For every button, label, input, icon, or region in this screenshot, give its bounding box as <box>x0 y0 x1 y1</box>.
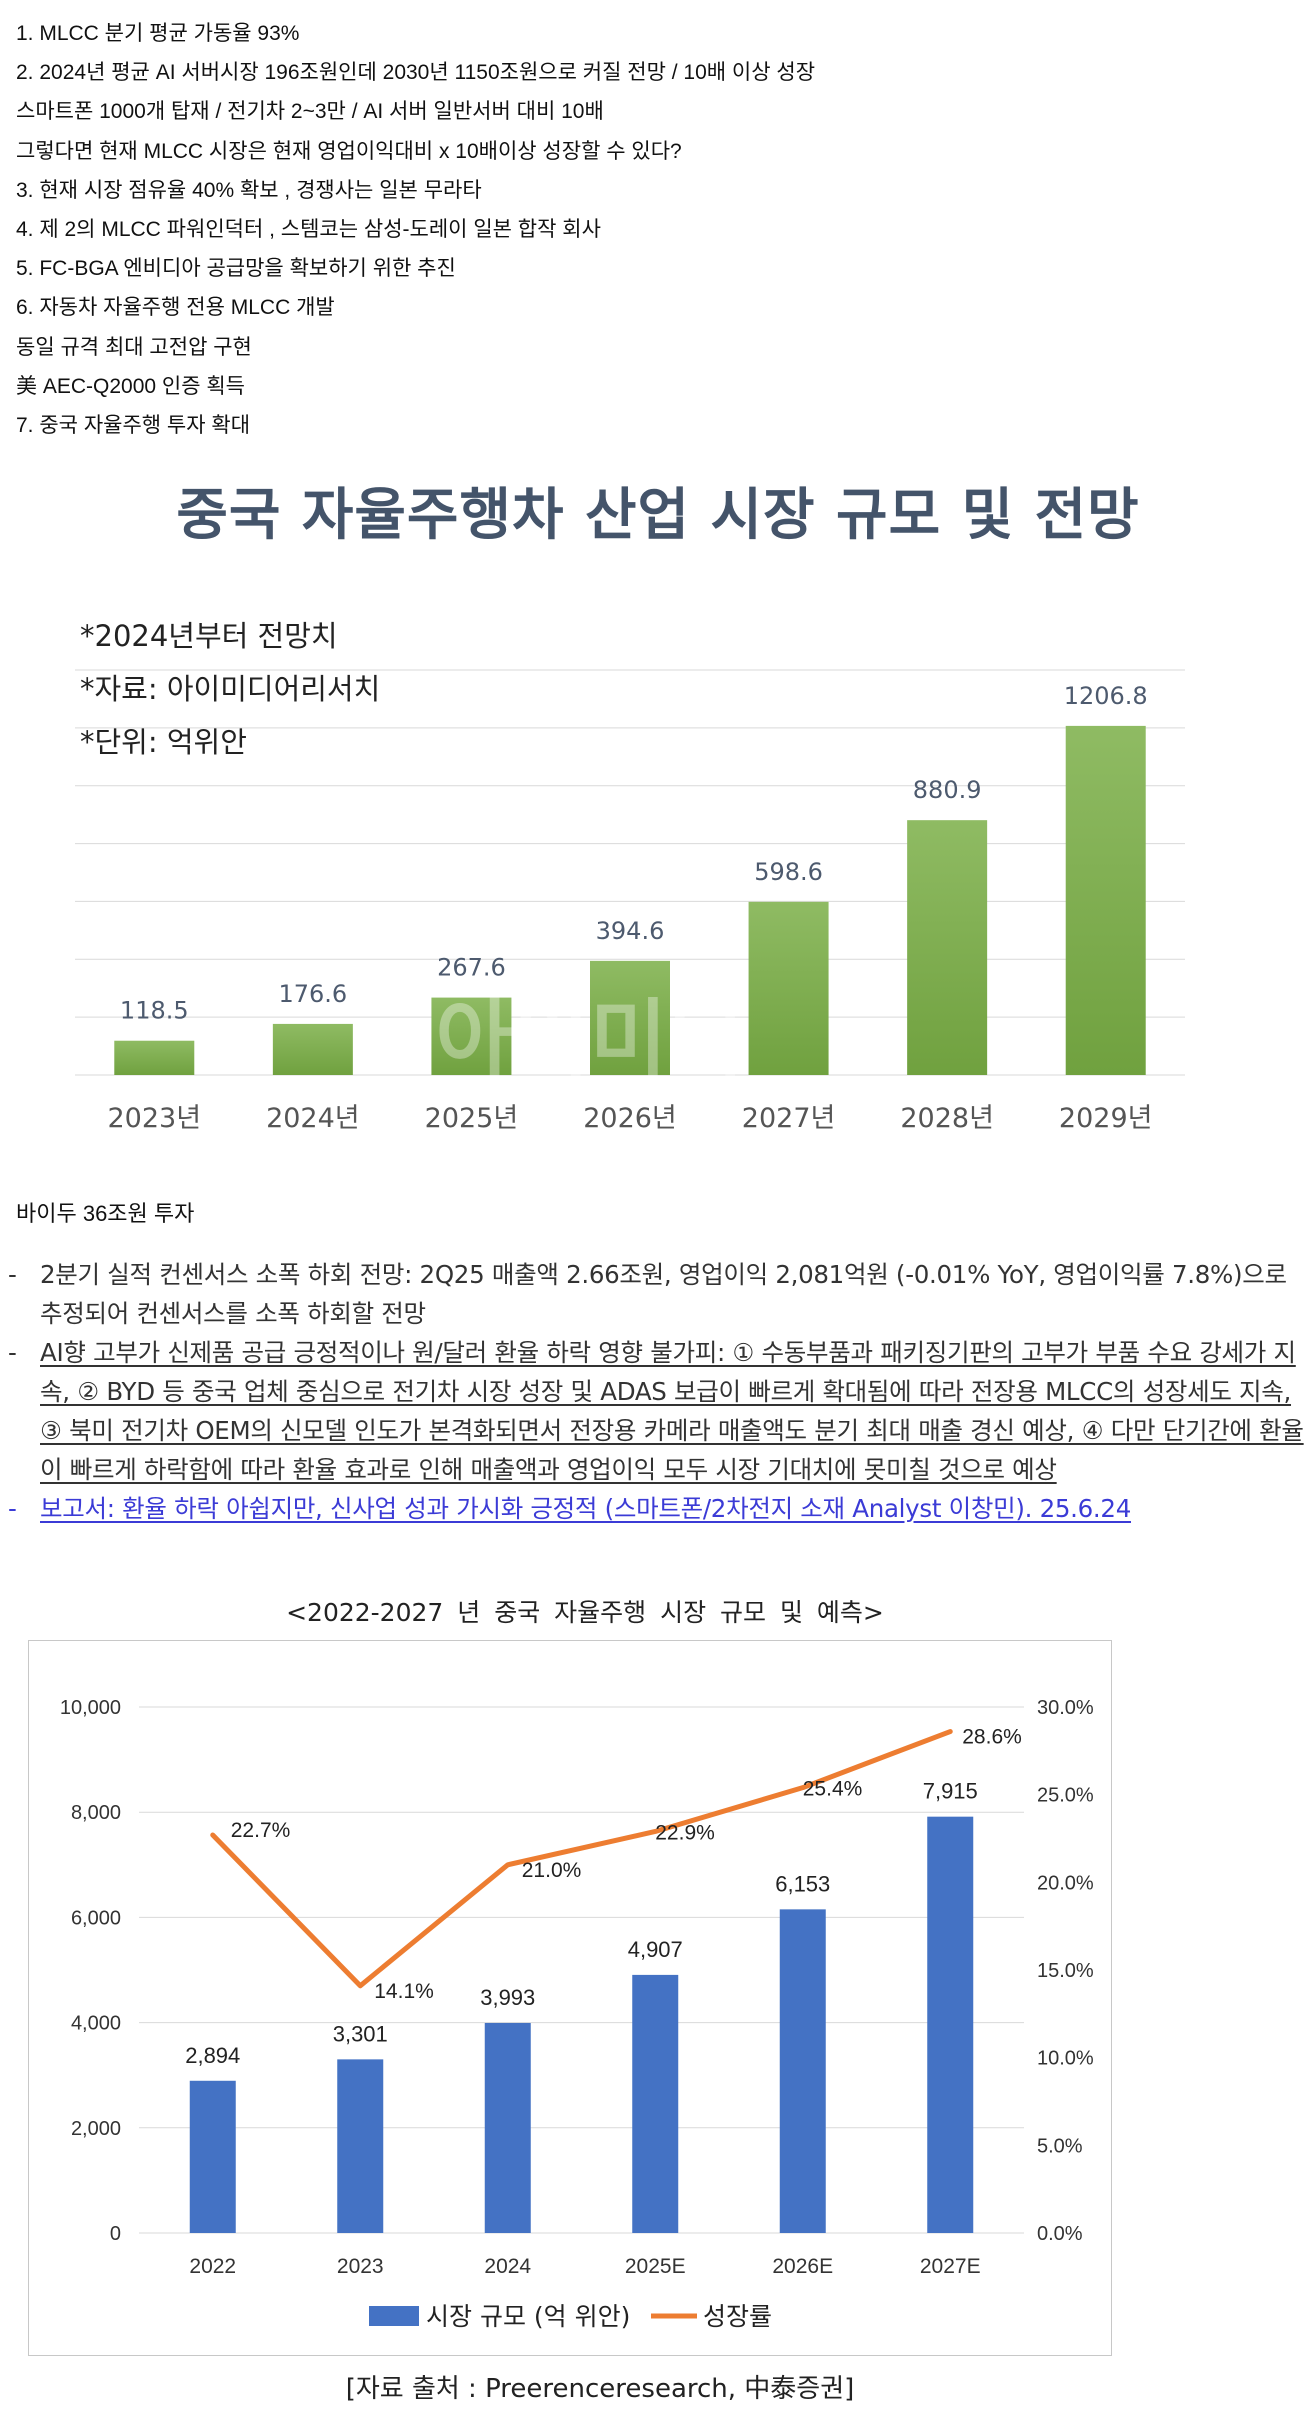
chart1-value-label: 880.9 <box>913 776 982 804</box>
bullet-text[interactable]: 보고서: 환율 하락 아쉽지만, 신사업 성과 가시화 긍정적 (스마트폰/2차… <box>40 1494 1131 1523</box>
note-line: 그렇다면 현재 MLCC 시장은 현재 영업이익대비 x 10배이상 성장할 수… <box>16 139 682 163</box>
chart2-left-tick: 6,000 <box>71 1907 121 1929</box>
chart2-plot: 0 2,000 4,000 6,000 8,000 10,000 0.0% 5.0% 10.0%… <box>60 1697 1094 2331</box>
baidu-investment-note: 바이두 36조원 투자 <box>16 1201 195 1226</box>
chart1-value-label: 1206.8 <box>1064 682 1148 710</box>
chart1-category-label: 2025년 <box>425 1103 519 1134</box>
chart1-watermark: 아이미디 <box>435 990 744 1088</box>
chart1-bar <box>431 997 512 1075</box>
chart2-bar-label: 7,915 <box>923 1779 978 1804</box>
chart1-category-label: 2026년 <box>583 1103 677 1134</box>
china-av-market-chart: 중국 자율주행차 산업 시장 규모 및 전망 *2024년부터 전망치 *자료:… <box>0 470 1316 1150</box>
bullet-dash-icon: - <box>8 1338 17 1367</box>
chart2-left-tick: 8,000 <box>71 1802 121 1824</box>
chart1-note-unit: *단위: 억위안 <box>80 725 247 759</box>
report-link[interactable]: - 보고서: 환율 하락 아쉽지만, 신사업 성과 가시화 긍정적 (스마트폰/2… <box>0 1489 1316 1528</box>
chart2-left-tick: 2,000 <box>71 2118 121 2140</box>
chart2-category-label: 2026E <box>772 2255 833 2278</box>
chart1-category-label: 2028년 <box>900 1103 994 1134</box>
chart1-bar <box>1065 725 1146 1075</box>
chart2-growth-label: 25.4% <box>803 1778 863 1801</box>
note-line: 스마트폰 1000개 탑재 / 전기차 2~3만 / AI 서버 일반서버 대비… <box>16 100 604 124</box>
chart2-bar <box>189 2080 236 2233</box>
note-line: 6. 자동차 자율주행 전용 MLCC 개발 <box>16 296 335 320</box>
chart1-category-label: 2027년 <box>742 1103 836 1134</box>
chart2-growth-label: 28.6% <box>962 1726 1022 1749</box>
chart2-category-label: 2025E <box>625 2255 686 2278</box>
chart1-note-forecast: *2024년부터 전망치 <box>80 619 338 653</box>
chart2-right-tick: 20.0% <box>1037 1872 1094 1894</box>
chart2-right-tick: 30.0% <box>1037 1697 1094 1719</box>
note-line: 3. 현재 시장 점유율 40% 확보 , 경쟁사는 일본 무라타 <box>16 178 482 202</box>
chart2-frame: 0 2,000 4,000 6,000 8,000 10,000 0.0% 5.0% 10.0%… <box>28 1640 1112 2356</box>
chart2-left-tick: 0 <box>110 2223 121 2245</box>
chart2-growth-label: 22.9% <box>655 1821 715 1844</box>
chart1-notes: *2024년부터 전망치 *자료: 아이미디어리서치 *단위: 억위안 <box>80 610 380 769</box>
bullet-dash-icon: - <box>8 1260 17 1289</box>
chart2-bar <box>779 1909 826 2233</box>
note-line: 1. MLCC 분기 평균 가동율 93% <box>16 22 300 45</box>
chart2-caption: <2022-2027 년 중국 자율주행 시장 규모 및 예측> <box>286 1598 884 1627</box>
chart2-category-label: 2022 <box>189 2255 236 2278</box>
chart2-growth-label: 14.1% <box>374 1980 434 2003</box>
note-line: 4. 제 2의 MLCC 파워인덕터 , 스템코는 삼성-도레이 일본 합작 회… <box>16 218 601 242</box>
legend-bar-label: 시장 규모 (억 위안) <box>426 2302 630 2331</box>
report-bullet: -2분기 실적 컨센서스 소폭 하회 전망: 2Q25 매출액 2.66조원, … <box>0 1255 1316 1333</box>
chart2-right-tick: 10.0% <box>1037 2048 1094 2070</box>
chart2-source: [자료 출처 : Preerenceresearch, 中泰증권] <box>345 2374 855 2404</box>
note-line: 동일 규격 최대 고전압 구현 <box>16 335 252 359</box>
chart2-bar-label: 3,301 <box>333 2021 388 2046</box>
note-line: 美 AEC-Q2000 인증 획득 <box>16 374 246 398</box>
legend-bar-swatch <box>369 2306 419 2326</box>
chart1-bar <box>272 1023 353 1075</box>
chart1-bar <box>590 960 670 1075</box>
chart2-right-tick: 25.0% <box>1037 1785 1094 1807</box>
chart2-bar <box>927 1816 974 2233</box>
note-line: 5. FC-BGA 엔비디아 공급망을 확보하기 위한 추진 <box>16 257 456 281</box>
chart2-right-tick: 5.0% <box>1037 2135 1083 2157</box>
chart1-bar <box>748 901 829 1075</box>
chart2-bar-label: 3,993 <box>480 1985 535 2010</box>
chart1-value-label: 267.6 <box>437 954 506 982</box>
chart2-left-tick: 4,000 <box>71 2013 121 2035</box>
note-line: 2. 2024년 평균 AI 서버시장 196조원인데 2030년 1150조원… <box>16 61 816 85</box>
chart2-right-tick: 15.0% <box>1037 1960 1094 1982</box>
chart1-value-label: 394.6 <box>596 917 665 945</box>
chart2-category-label: 2027E <box>920 2255 981 2278</box>
chart2-category-label: 2024 <box>484 2255 531 2278</box>
chart2-left-tick: 10,000 <box>60 1697 121 1719</box>
legend-line-label: 성장률 <box>703 2302 772 2331</box>
chart2-bar-label: 2,894 <box>185 2043 240 2068</box>
chart1-bar <box>907 820 988 1075</box>
chart2-right-tick: 0.0% <box>1037 2223 1083 2245</box>
chart2-bar <box>632 1974 679 2233</box>
chart2-bar-label: 4,907 <box>628 1937 683 1962</box>
chart1-value-label: 598.6 <box>754 858 823 886</box>
chart2-category-label: 2023 <box>337 2255 384 2278</box>
chart1-bar <box>114 1040 195 1075</box>
chart1-value-label: 118.5 <box>120 997 189 1025</box>
chart1-note-source: *자료: 아이미디어리서치 <box>80 672 381 706</box>
report-summary: -2분기 실적 컨센서스 소폭 하회 전망: 2Q25 매출액 2.66조원, … <box>0 1255 1316 1528</box>
chart2-growth-label: 21.0% <box>522 1859 582 1882</box>
chart1-value-label: 176.6 <box>278 980 347 1008</box>
notes-list: 1. MLCC 분기 평균 가동율 93% 2. 2024년 평균 AI 서버시장… <box>16 14 1296 445</box>
chart2-bar <box>337 2059 384 2233</box>
chart1-plot: 118.5 2023년 176.6 2024년 267.6 2025년 394.6 2026년… <box>75 669 1185 1134</box>
chart2-bar <box>484 2022 531 2233</box>
chart2-growth-line <box>210 1729 953 1989</box>
bullet-text: AI향 고부가 신제품 공급 긍정적이나 원/달러 환율 하락 영향 불가피: … <box>40 1338 1304 1484</box>
chart1-title: 중국 자율주행차 산업 시장 규모 및 전망 <box>176 483 1140 548</box>
bullet-text: 2분기 실적 컨센서스 소폭 하회 전망: 2Q25 매출액 2.66조원, 영… <box>40 1260 1287 1328</box>
chart1-category-label: 2023년 <box>108 1103 202 1134</box>
bullet-dash-icon: - <box>8 1494 17 1523</box>
chart1-category-label: 2024년 <box>266 1103 360 1134</box>
report-bullet: - AI향 고부가 신제품 공급 긍정적이나 원/달러 환율 하락 영향 불가피:… <box>0 1333 1316 1489</box>
chart2-bar-label: 6,153 <box>775 1871 830 1896</box>
chart2-growth-label: 22.7% <box>231 1819 291 1842</box>
note-line: 7. 중국 자율주행 투자 확대 <box>16 414 251 438</box>
chart1-category-label: 2029년 <box>1059 1103 1153 1134</box>
